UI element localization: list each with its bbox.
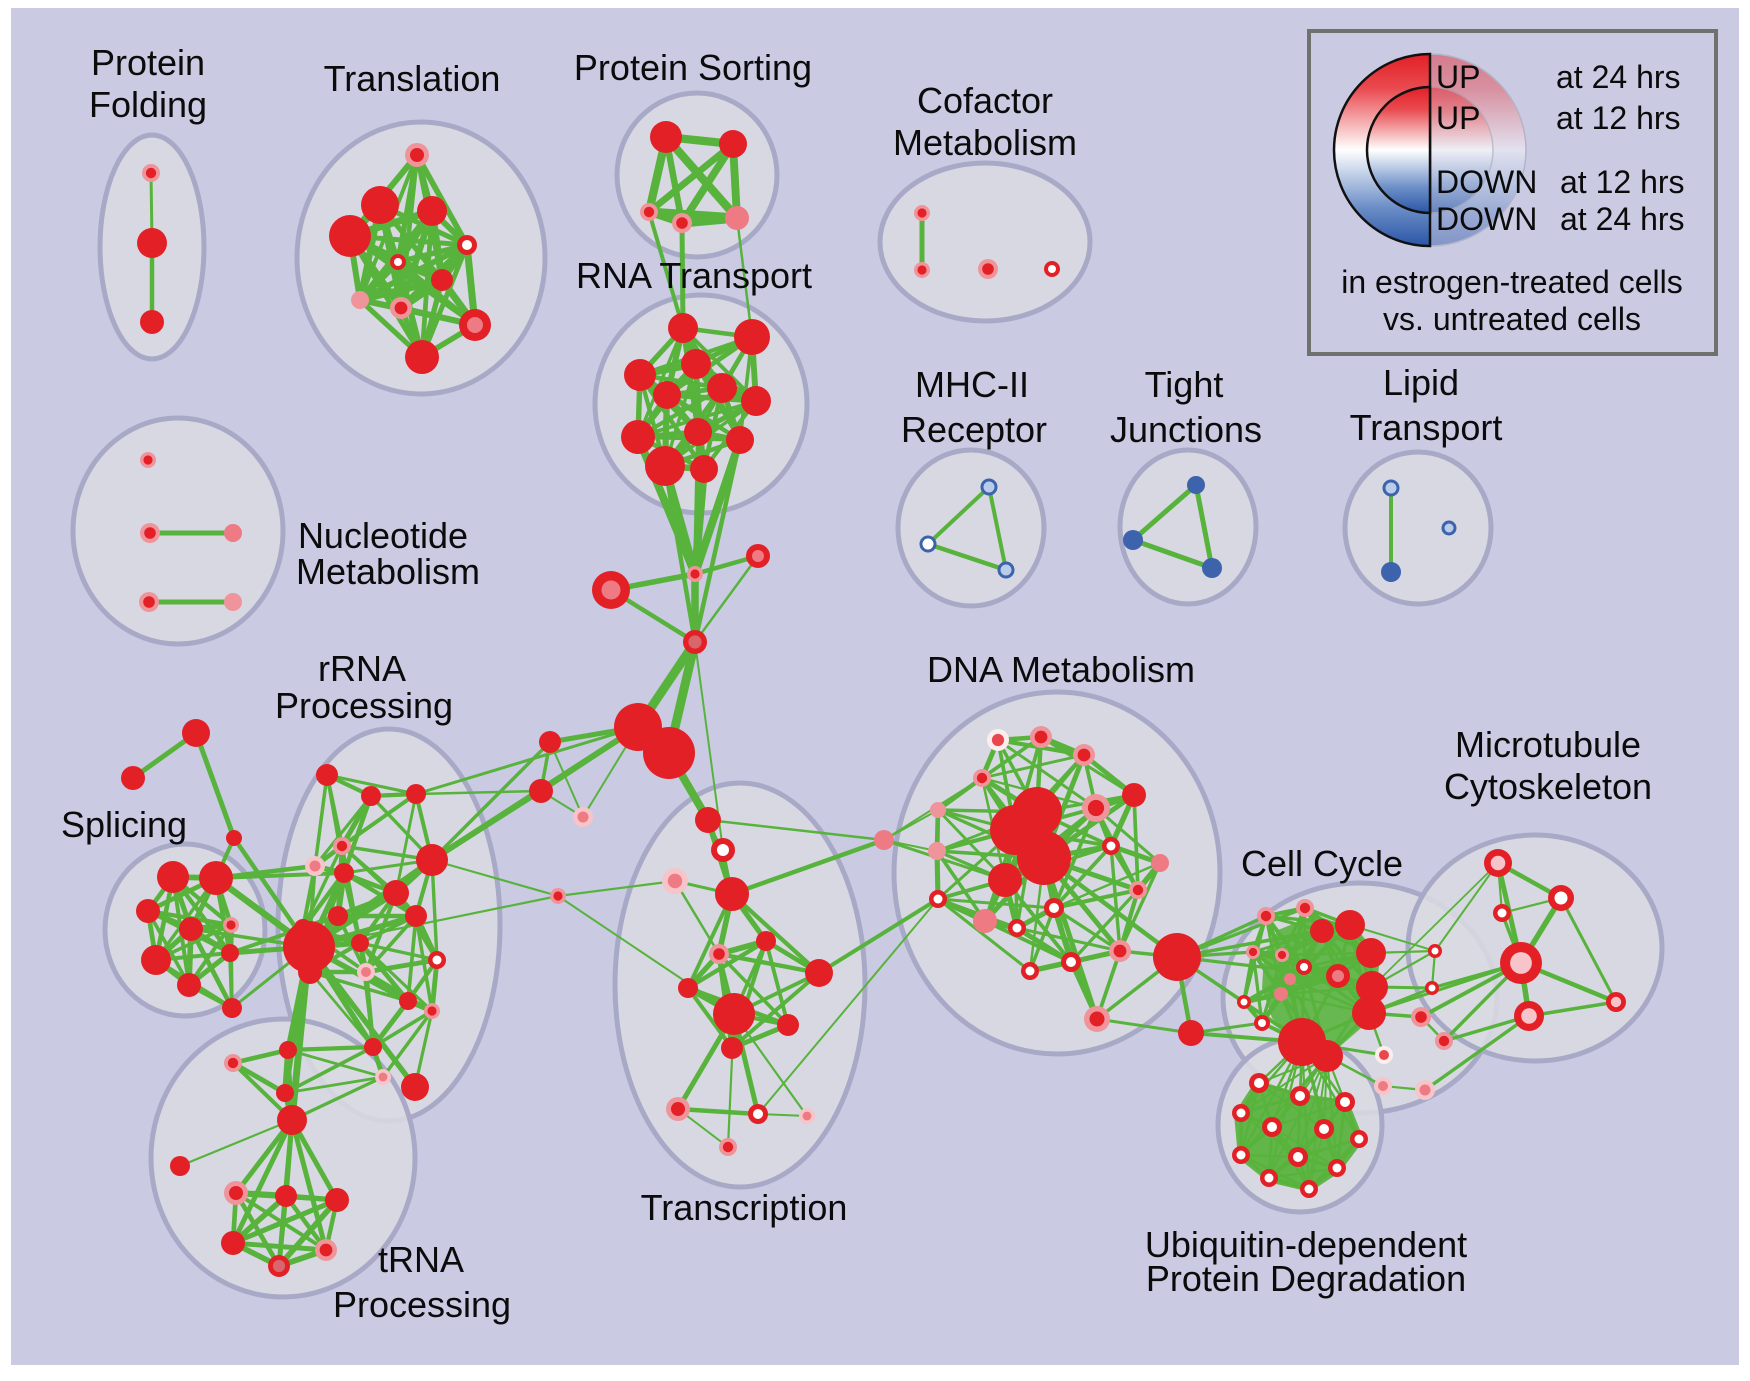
svg-text:Processing: Processing — [275, 685, 453, 726]
svg-text:UP: UP — [1436, 59, 1480, 95]
svg-text:Transport: Transport — [1350, 407, 1503, 448]
svg-text:tRNA: tRNA — [378, 1239, 464, 1280]
svg-text:DOWN: DOWN — [1436, 164, 1537, 200]
svg-text:Receptor: Receptor — [901, 409, 1047, 450]
svg-text:Processing: Processing — [333, 1284, 511, 1325]
svg-text:Protein Sorting: Protein Sorting — [574, 47, 812, 88]
svg-text:Transcription: Transcription — [641, 1187, 848, 1228]
svg-text:MHC-II: MHC-II — [915, 364, 1029, 405]
svg-text:Ubiquitin-dependent: Ubiquitin-dependent — [1145, 1224, 1467, 1265]
svg-text:vs. untreated cells: vs. untreated cells — [1383, 301, 1641, 337]
svg-text:DNA Metabolism: DNA Metabolism — [927, 649, 1195, 690]
svg-text:in estrogen-treated cells: in estrogen-treated cells — [1341, 264, 1683, 300]
svg-text:Microtubule: Microtubule — [1455, 724, 1641, 765]
svg-text:Protein: Protein — [91, 42, 205, 83]
svg-text:Metabolism: Metabolism — [296, 551, 480, 592]
svg-text:Cofactor: Cofactor — [917, 80, 1053, 121]
svg-text:Protein Degradation: Protein Degradation — [1146, 1258, 1466, 1299]
svg-text:at 12 hrs: at 12 hrs — [1556, 100, 1681, 136]
svg-text:Cytoskeleton: Cytoskeleton — [1444, 766, 1652, 807]
svg-text:at 24 hrs: at 24 hrs — [1556, 59, 1681, 95]
svg-text:rRNA: rRNA — [318, 648, 406, 689]
svg-text:at 24 hrs: at 24 hrs — [1560, 201, 1685, 237]
svg-text:Cell Cycle: Cell Cycle — [1241, 843, 1403, 884]
svg-text:Lipid: Lipid — [1383, 362, 1459, 403]
svg-text:Splicing: Splicing — [61, 804, 187, 845]
svg-text:Junctions: Junctions — [1110, 409, 1262, 450]
svg-text:Tight: Tight — [1145, 364, 1224, 405]
svg-text:RNA Transport: RNA Transport — [576, 255, 812, 296]
svg-text:Nucleotide: Nucleotide — [298, 515, 468, 556]
svg-text:DOWN: DOWN — [1436, 201, 1537, 237]
svg-text:Translation: Translation — [324, 58, 501, 99]
svg-text:Folding: Folding — [89, 84, 207, 125]
svg-text:UP: UP — [1436, 100, 1480, 136]
svg-text:at 12 hrs: at 12 hrs — [1560, 164, 1685, 200]
svg-text:Metabolism: Metabolism — [893, 122, 1077, 163]
